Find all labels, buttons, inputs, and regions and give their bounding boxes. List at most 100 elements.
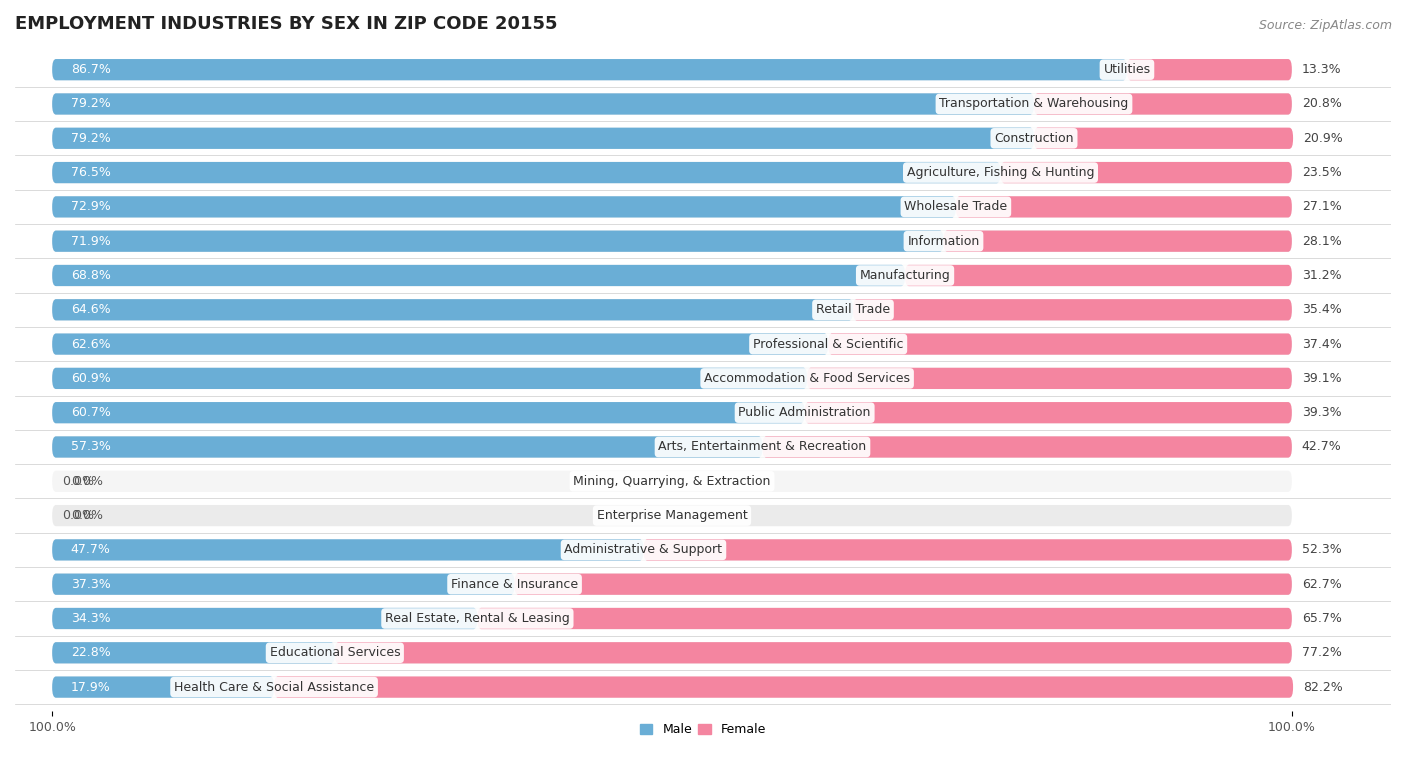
FancyBboxPatch shape xyxy=(52,539,644,560)
FancyBboxPatch shape xyxy=(52,608,1292,629)
FancyBboxPatch shape xyxy=(828,334,1292,355)
Text: Arts, Entertainment & Recreation: Arts, Entertainment & Recreation xyxy=(658,441,866,453)
Text: 0.0%: 0.0% xyxy=(62,509,94,522)
Text: 42.7%: 42.7% xyxy=(1302,441,1341,453)
Text: 57.3%: 57.3% xyxy=(70,441,111,453)
FancyBboxPatch shape xyxy=(52,162,1001,183)
Text: 35.4%: 35.4% xyxy=(1302,303,1341,317)
Text: Transportation & Warehousing: Transportation & Warehousing xyxy=(939,98,1129,110)
Text: 79.2%: 79.2% xyxy=(70,98,111,110)
FancyBboxPatch shape xyxy=(52,471,1292,492)
Text: 72.9%: 72.9% xyxy=(70,200,111,213)
FancyBboxPatch shape xyxy=(943,230,1292,252)
Text: 79.2%: 79.2% xyxy=(70,132,111,145)
Text: Educational Services: Educational Services xyxy=(270,646,401,660)
FancyBboxPatch shape xyxy=(52,368,807,389)
Text: Public Administration: Public Administration xyxy=(738,406,870,419)
FancyBboxPatch shape xyxy=(52,643,335,663)
FancyBboxPatch shape xyxy=(52,230,943,252)
Text: 0.0%: 0.0% xyxy=(70,475,103,488)
FancyBboxPatch shape xyxy=(853,300,1292,320)
FancyBboxPatch shape xyxy=(515,573,1292,595)
FancyBboxPatch shape xyxy=(335,643,1292,663)
FancyBboxPatch shape xyxy=(274,677,1294,698)
FancyBboxPatch shape xyxy=(52,402,1292,424)
FancyBboxPatch shape xyxy=(52,334,828,355)
Text: 37.3%: 37.3% xyxy=(70,577,111,591)
FancyBboxPatch shape xyxy=(52,539,1292,560)
FancyBboxPatch shape xyxy=(905,265,1292,286)
Text: EMPLOYMENT INDUSTRIES BY SEX IN ZIP CODE 20155: EMPLOYMENT INDUSTRIES BY SEX IN ZIP CODE… xyxy=(15,15,558,33)
Text: Utilities: Utilities xyxy=(1104,63,1150,76)
Text: 34.3%: 34.3% xyxy=(70,612,111,625)
FancyBboxPatch shape xyxy=(52,436,1292,458)
FancyBboxPatch shape xyxy=(52,59,1128,80)
FancyBboxPatch shape xyxy=(52,300,1292,320)
Text: 17.9%: 17.9% xyxy=(70,681,111,694)
FancyBboxPatch shape xyxy=(1128,59,1292,80)
FancyBboxPatch shape xyxy=(52,59,1292,80)
FancyBboxPatch shape xyxy=(52,230,1292,252)
FancyBboxPatch shape xyxy=(52,505,1292,526)
Text: Health Care & Social Assistance: Health Care & Social Assistance xyxy=(174,681,374,694)
FancyBboxPatch shape xyxy=(52,93,1292,115)
Text: 37.4%: 37.4% xyxy=(1302,338,1341,351)
Text: Mining, Quarrying, & Extraction: Mining, Quarrying, & Extraction xyxy=(574,475,770,488)
Text: Wholesale Trade: Wholesale Trade xyxy=(904,200,1008,213)
Text: Retail Trade: Retail Trade xyxy=(815,303,890,317)
Text: Finance & Insurance: Finance & Insurance xyxy=(451,577,578,591)
Text: Source: ZipAtlas.com: Source: ZipAtlas.com xyxy=(1258,19,1392,33)
Legend: Male, Female: Male, Female xyxy=(636,719,770,741)
FancyBboxPatch shape xyxy=(52,402,804,424)
Text: 22.8%: 22.8% xyxy=(70,646,111,660)
FancyBboxPatch shape xyxy=(52,643,1292,663)
Text: 62.6%: 62.6% xyxy=(70,338,111,351)
Text: 28.1%: 28.1% xyxy=(1302,234,1341,248)
FancyBboxPatch shape xyxy=(956,196,1292,217)
FancyBboxPatch shape xyxy=(52,162,1292,183)
FancyBboxPatch shape xyxy=(1033,93,1292,115)
FancyBboxPatch shape xyxy=(52,368,1292,389)
Text: 71.9%: 71.9% xyxy=(70,234,111,248)
Text: Agriculture, Fishing & Hunting: Agriculture, Fishing & Hunting xyxy=(907,166,1094,179)
Text: Accommodation & Food Services: Accommodation & Food Services xyxy=(704,372,910,385)
Text: 86.7%: 86.7% xyxy=(70,63,111,76)
FancyBboxPatch shape xyxy=(52,300,853,320)
FancyBboxPatch shape xyxy=(52,677,1292,698)
Text: 20.9%: 20.9% xyxy=(1303,132,1343,145)
FancyBboxPatch shape xyxy=(52,127,1033,149)
Text: Administrative & Support: Administrative & Support xyxy=(564,543,723,556)
FancyBboxPatch shape xyxy=(52,436,762,458)
Text: Professional & Scientific: Professional & Scientific xyxy=(754,338,904,351)
Text: 68.8%: 68.8% xyxy=(70,269,111,282)
FancyBboxPatch shape xyxy=(644,539,1292,560)
Text: 64.6%: 64.6% xyxy=(70,303,111,317)
Text: 0.0%: 0.0% xyxy=(62,475,94,488)
Text: Manufacturing: Manufacturing xyxy=(859,269,950,282)
Text: 77.2%: 77.2% xyxy=(1302,646,1341,660)
FancyBboxPatch shape xyxy=(1033,127,1294,149)
Text: 0.0%: 0.0% xyxy=(70,509,103,522)
FancyBboxPatch shape xyxy=(52,608,478,629)
Text: 60.7%: 60.7% xyxy=(70,406,111,419)
Text: 60.9%: 60.9% xyxy=(70,372,111,385)
Text: 65.7%: 65.7% xyxy=(1302,612,1341,625)
FancyBboxPatch shape xyxy=(762,436,1292,458)
FancyBboxPatch shape xyxy=(52,334,1292,355)
FancyBboxPatch shape xyxy=(1001,162,1292,183)
FancyBboxPatch shape xyxy=(52,93,1033,115)
Text: 82.2%: 82.2% xyxy=(1303,681,1343,694)
Text: Construction: Construction xyxy=(994,132,1074,145)
FancyBboxPatch shape xyxy=(52,196,956,217)
Text: 31.2%: 31.2% xyxy=(1302,269,1341,282)
FancyBboxPatch shape xyxy=(52,573,515,595)
Text: 27.1%: 27.1% xyxy=(1302,200,1341,213)
Text: 23.5%: 23.5% xyxy=(1302,166,1341,179)
FancyBboxPatch shape xyxy=(52,265,1292,286)
Text: 39.1%: 39.1% xyxy=(1302,372,1341,385)
FancyBboxPatch shape xyxy=(804,402,1292,424)
Text: 39.3%: 39.3% xyxy=(1302,406,1341,419)
Text: Enterprise Management: Enterprise Management xyxy=(596,509,748,522)
FancyBboxPatch shape xyxy=(52,573,1292,595)
FancyBboxPatch shape xyxy=(52,677,274,698)
